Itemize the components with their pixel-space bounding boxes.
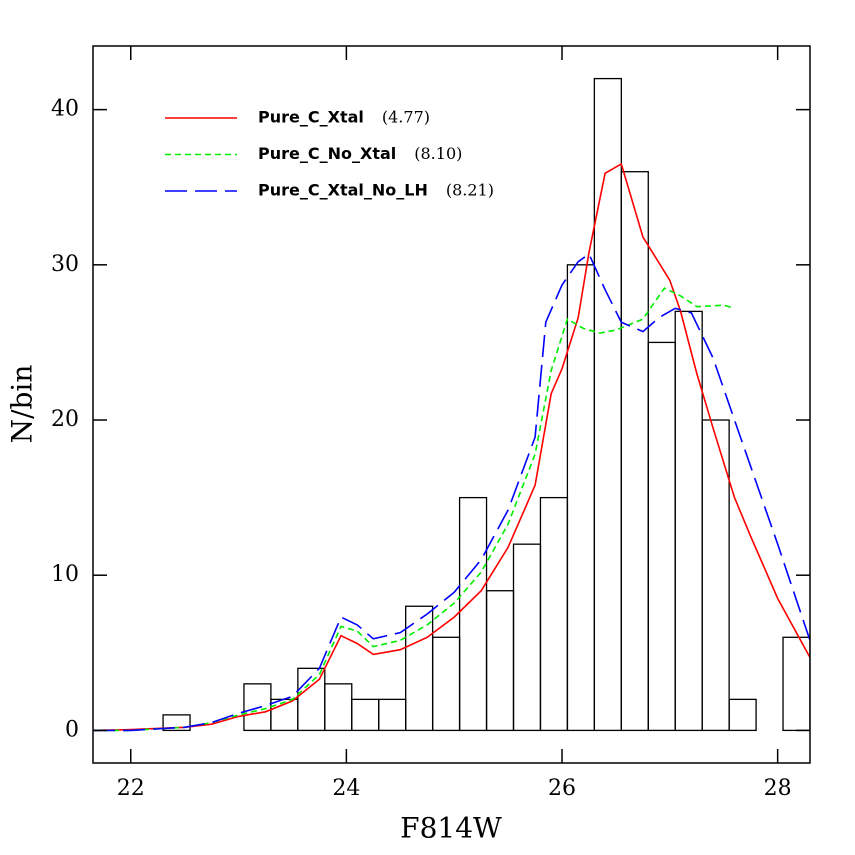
histogram-bar	[566, 264, 596, 732]
histogram-bar	[593, 77, 622, 732]
legend-note: (8.21)	[446, 181, 494, 200]
histogram-bar	[647, 341, 676, 732]
legend-label: Pure_C_No_Xtal	[258, 144, 396, 163]
legend-label: Pure_C_Xtal_No_LH	[258, 181, 428, 200]
y-axis-label: N/bin	[6, 365, 39, 444]
histogram-bar	[378, 698, 407, 732]
histogram-bar	[458, 496, 488, 732]
legend-label: Pure_C_Xtal	[258, 108, 364, 127]
histogram-bar	[431, 636, 461, 732]
legend-note: (8.10)	[414, 144, 462, 163]
histogram-bar	[351, 698, 380, 732]
y-tick-label: 10	[51, 562, 79, 587]
y-tick-label: 40	[51, 97, 79, 122]
y-tick-label: 30	[51, 252, 79, 277]
x-tick-label: 22	[117, 776, 145, 801]
plot-frame	[92, 45, 811, 764]
histogram-bar	[728, 698, 757, 732]
histogram-bar	[539, 496, 569, 732]
x-axis-label: F814W	[400, 812, 502, 845]
model-line	[93, 287, 735, 732]
x-tick-label: 28	[764, 776, 792, 801]
y-tick-label: 0	[65, 717, 79, 742]
histogram-bar	[512, 543, 542, 732]
legend-note: (4.77)	[382, 108, 430, 127]
model-line	[93, 162, 810, 732]
histogram-bar	[324, 683, 353, 732]
plot-area	[93, 77, 810, 732]
histogram-bar	[405, 605, 434, 732]
histogram-bar	[485, 590, 515, 732]
y-tick-label: 20	[51, 407, 79, 432]
x-tick-label: 24	[332, 776, 360, 801]
histogram-bar	[620, 171, 649, 732]
histogram-bar	[701, 419, 730, 732]
histogram-bar	[674, 310, 703, 732]
histogram-bar	[162, 714, 191, 732]
model-line	[93, 252, 810, 732]
x-tick-label: 26	[548, 776, 576, 801]
